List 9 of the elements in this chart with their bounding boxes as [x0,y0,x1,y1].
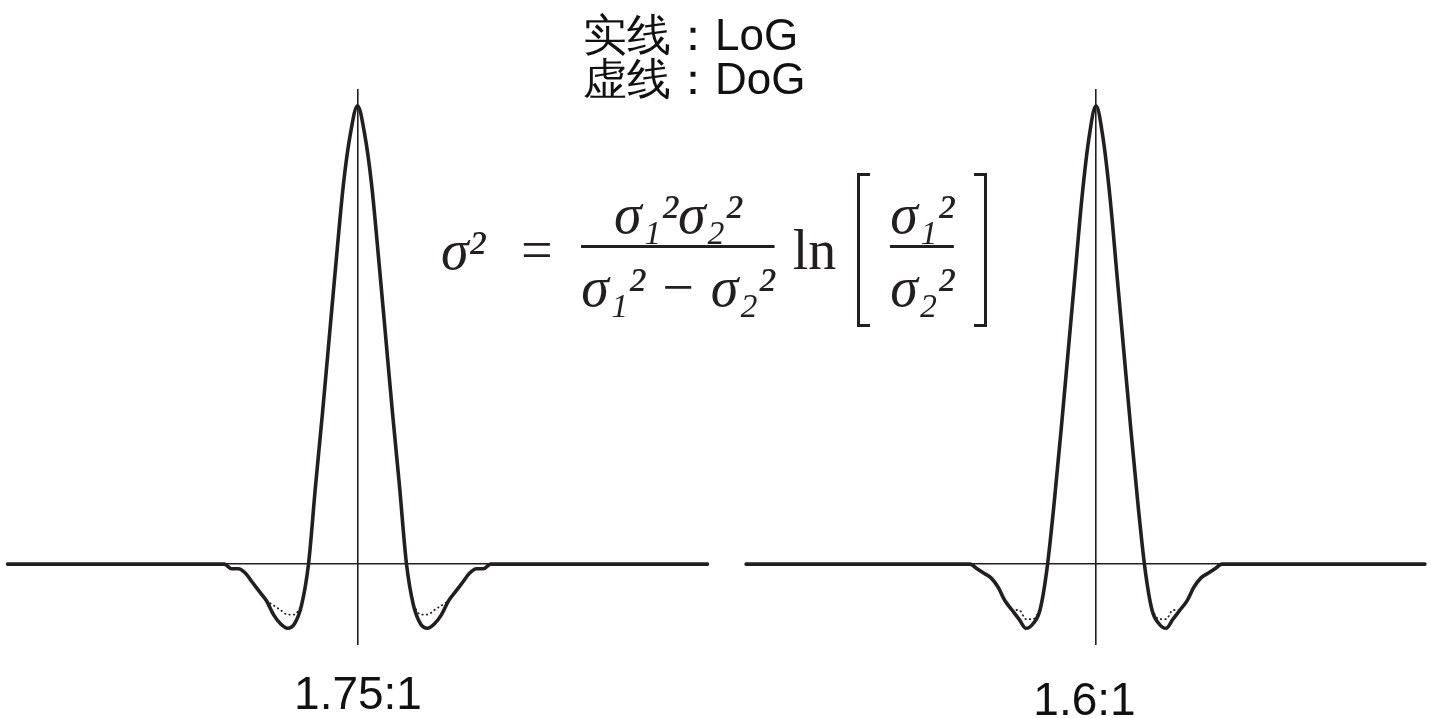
annotation: σ₁²σ₂² [614,182,742,245]
x-axis-title: 1.6:1 [1033,673,1136,718]
annotation: σ₁² [890,182,955,245]
annotation: σ² = [441,219,556,281]
annotation: σ₂² [890,255,955,318]
text: 实线：LoG [583,10,799,59]
annotation: σ₁² − σ₂² [581,255,775,318]
annotation: ln [792,219,837,281]
x-axis-title: 1.75:1 [294,667,422,718]
